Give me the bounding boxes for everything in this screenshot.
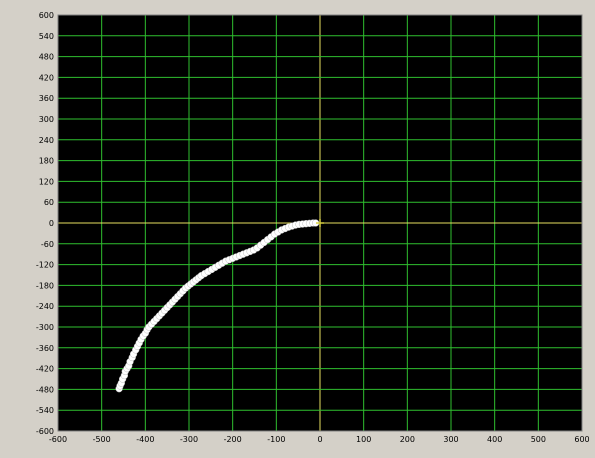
y-tick-label: -180 xyxy=(36,281,54,290)
x-tick-label: -200 xyxy=(224,435,242,444)
y-tick-label: -600 xyxy=(36,427,54,436)
y-tick-label: -540 xyxy=(36,406,54,415)
y-tick-label: -60 xyxy=(41,240,54,249)
y-tick-label: 180 xyxy=(39,157,54,166)
y-tick-label: 540 xyxy=(39,32,54,41)
y-tick-label: 600 xyxy=(39,11,54,20)
y-tick-label: -300 xyxy=(36,323,54,332)
plot-border xyxy=(57,14,583,432)
x-tick-label: 600 xyxy=(574,435,589,444)
y-tick-label: 0 xyxy=(49,219,54,228)
x-tick-label: -500 xyxy=(93,435,111,444)
y-tick-label: -360 xyxy=(36,344,54,353)
y-tick-label: 240 xyxy=(39,136,54,145)
y-tick-label: 360 xyxy=(39,94,54,103)
x-tick-label: -100 xyxy=(267,435,285,444)
x-tick-label: -400 xyxy=(136,435,154,444)
plot-layer: 600540480420360300240180120600-60-120-18… xyxy=(36,11,590,444)
y-tick-label: 480 xyxy=(39,53,54,62)
y-tick-label: 120 xyxy=(39,177,54,186)
x-tick-label: 300 xyxy=(443,435,458,444)
x-tick-label: 200 xyxy=(400,435,415,444)
y-tick-label: -240 xyxy=(36,302,54,311)
x-tick-label: -300 xyxy=(180,435,198,444)
y-tick-label: 60 xyxy=(44,198,54,207)
y-tick-label: -480 xyxy=(36,385,54,394)
y-tick-label: 300 xyxy=(39,115,54,124)
x-tick-label: 500 xyxy=(531,435,546,444)
y-tick-label: 420 xyxy=(39,73,54,82)
x-tick-label: 400 xyxy=(487,435,502,444)
y-tick-label: -420 xyxy=(36,365,54,374)
y-tick-label: -120 xyxy=(36,261,54,270)
x-tick-label: 0 xyxy=(317,435,322,444)
x-tick-label: -600 xyxy=(49,435,67,444)
x-tick-label: 100 xyxy=(356,435,371,444)
